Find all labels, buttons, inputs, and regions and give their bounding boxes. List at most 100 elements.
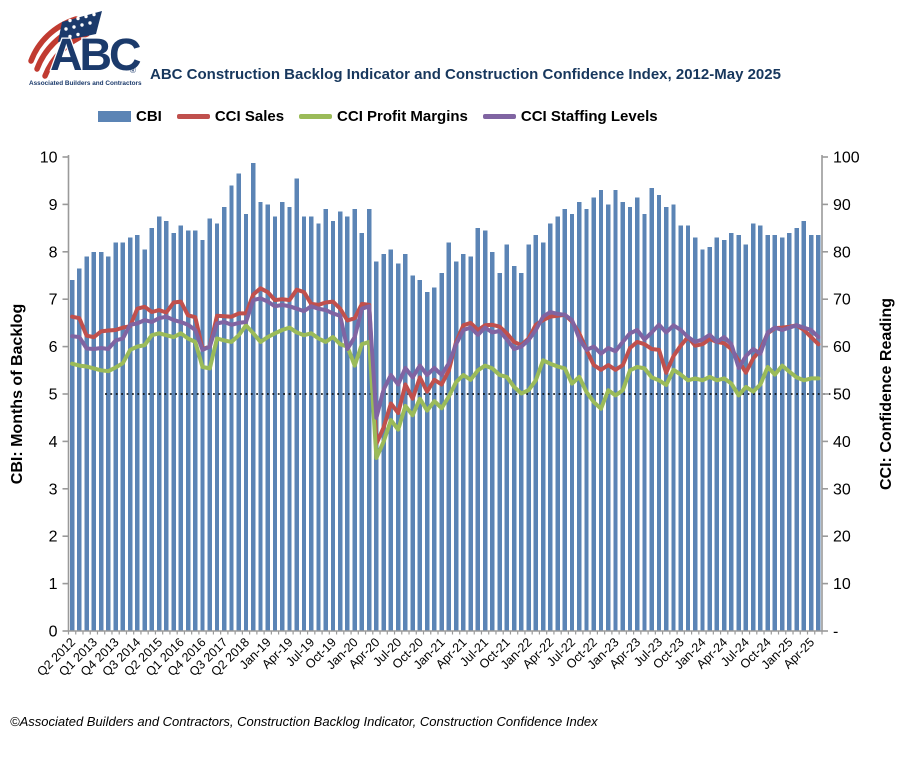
left-axis-tick-label: 4 (49, 434, 58, 451)
abc-logo-tagline: Associated Builders and Contractors (29, 80, 142, 87)
cbi-bar (178, 225, 183, 632)
right-axis: 100 90 80 70 60 50 40 30 20 10 - (821, 150, 860, 641)
cbi-bar (816, 235, 821, 631)
chart-legend: CBI CCI Sales CCI Profit Margins CCI Sta… (98, 108, 673, 125)
cbi-bar (577, 202, 582, 631)
cbi-bars (69, 163, 821, 632)
cbi-bar (185, 230, 191, 631)
cbi-bar (504, 244, 510, 631)
cbi-bar (316, 223, 321, 632)
cbi-bar (606, 204, 611, 631)
cbi-bar (200, 239, 205, 631)
cbi-bar (77, 268, 82, 631)
source-attribution: ©Associated Builders and Contractors, Co… (10, 714, 598, 729)
right-axis-tick-label: 10 (833, 576, 851, 593)
cbi-bar (98, 251, 104, 632)
cbi-bar (171, 232, 176, 631)
left-axis-tick-label: 8 (49, 244, 58, 261)
cbi-bar (490, 251, 495, 632)
right-axis-tick-label: 60 (833, 339, 851, 356)
cbi-bar (555, 216, 560, 631)
cbi-bar (591, 197, 596, 632)
cbi-bar (403, 254, 408, 632)
cbi-bar (693, 237, 698, 631)
right-axis-tick-label: 50 (833, 387, 851, 404)
cbi-bar (280, 202, 285, 631)
cbi-bar (548, 223, 553, 632)
cbi-bar (345, 216, 350, 631)
cbi-bar (149, 228, 155, 631)
cbi-bar (519, 273, 524, 631)
cci-profit-margins-swatch-icon (299, 114, 333, 119)
cbi-bar (497, 273, 502, 631)
cbi-bar (613, 190, 618, 631)
cbi-bar (678, 225, 683, 632)
cbi-bar (287, 206, 292, 631)
cbi-bar (765, 235, 770, 631)
cbi-bar (446, 242, 452, 631)
left-axis-tick-label: 7 (49, 292, 58, 309)
cbi-bar (84, 256, 89, 631)
cbi-bar (787, 232, 792, 631)
cbi-bar (584, 209, 589, 631)
cbi-bar (453, 261, 459, 631)
cbi-bar (106, 256, 111, 631)
legend-item-cci-sales: CCI Sales (176, 108, 284, 125)
cbi-bar (664, 206, 669, 631)
legend-item-cbi: CBI (98, 108, 162, 125)
cci-profit-margins-line (70, 323, 821, 460)
cbi-bar (135, 235, 140, 631)
cbi-bar (388, 249, 394, 631)
cbi-bar (808, 235, 814, 631)
right-axis-tick-label: 20 (833, 529, 851, 546)
cbi-bar (627, 206, 633, 631)
cbi-bar (642, 213, 647, 631)
cbi-bar (127, 237, 133, 631)
cbi-bar (569, 213, 575, 631)
cbi-bar (91, 251, 97, 632)
legend-item-cci-staffing-levels: CCI Staffing Levels (482, 108, 658, 125)
cbi-bar (366, 209, 372, 631)
cbi-bar (729, 232, 734, 631)
left-axis-tick-label: 6 (49, 339, 58, 356)
legend-item-cci-profit-margins: CCI Profit Margins (299, 108, 468, 125)
cbi-bar (417, 280, 423, 631)
cbi-bar (352, 209, 357, 631)
cbi-bar (207, 218, 212, 631)
left-axis-tick-label: 2 (49, 529, 58, 546)
cbi-bar (736, 235, 741, 631)
cci-staffing-levels-swatch-icon (482, 114, 516, 119)
cbi-bar (330, 220, 336, 632)
left-axis-tick-label: 1 (49, 576, 58, 593)
legend-label: CCI Profit Margins (337, 108, 468, 125)
cbi-bar (265, 204, 270, 631)
right-axis-tick-label: 90 (833, 197, 851, 214)
flag-stars-icon (64, 12, 96, 39)
cbi-bar (635, 197, 640, 632)
cbi-bar (229, 185, 234, 631)
cbi-bar (323, 209, 328, 631)
right-axis-tick-label: 40 (833, 434, 851, 451)
left-axis-tick-label: 3 (49, 481, 58, 498)
right-axis-tick-label: - (833, 624, 838, 641)
cbi-bar (113, 242, 118, 631)
cbi-bar (69, 280, 75, 631)
cbi-bar (671, 204, 676, 631)
cbi-bar (120, 242, 126, 631)
cbi-bar (540, 242, 546, 631)
cbi-bar (526, 244, 531, 631)
cbi-bar (721, 239, 727, 631)
legend-label: CBI (136, 108, 162, 125)
cbi-bar (156, 216, 162, 631)
cbi-bar (779, 237, 785, 631)
cbi-bar (164, 220, 169, 632)
cbi-bar (475, 228, 481, 631)
left-axis: 0 1 2 3 4 5 6 7 8 9 10 (40, 150, 70, 641)
cbi-bar (772, 235, 778, 631)
right-axis-tick-label: 70 (833, 292, 851, 309)
right-axis-title: CCI: Confidence Reading (878, 298, 895, 490)
cbi-bar (439, 273, 444, 631)
cbi-bar (424, 292, 430, 631)
cbi-bar (236, 173, 241, 631)
left-axis-title: CBI: Months of Backlog (9, 304, 26, 484)
